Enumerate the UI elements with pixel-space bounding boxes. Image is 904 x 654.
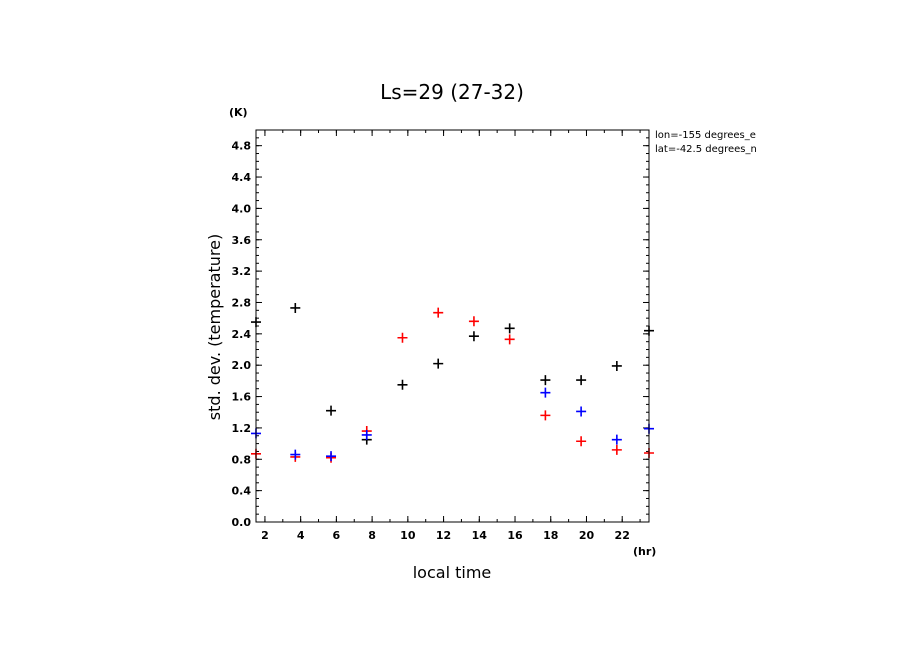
annotation-lat: lat=-42.5 degrees_n bbox=[655, 144, 757, 155]
data-point-series-0 bbox=[576, 375, 587, 386]
y-tick-label: 0.8 bbox=[232, 453, 252, 466]
y-unit-label: (K) bbox=[229, 106, 248, 119]
y-tick-label: 1.2 bbox=[232, 422, 252, 435]
data-point-series-2 bbox=[540, 387, 551, 398]
data-point-series-0 bbox=[611, 360, 622, 371]
data-point-series-1 bbox=[611, 444, 622, 455]
x-tick-label: 20 bbox=[579, 529, 595, 542]
y-tick-label: 2.0 bbox=[232, 359, 252, 372]
y-tick-label: 4.4 bbox=[232, 171, 252, 184]
chart-title: Ls=29 (27-32) bbox=[380, 80, 524, 104]
x-tick-label: 12 bbox=[436, 529, 451, 542]
data-point-series-1 bbox=[540, 410, 551, 421]
x-tick-label: 10 bbox=[400, 529, 416, 542]
data-point-series-2 bbox=[611, 434, 622, 445]
data-point-series-1 bbox=[576, 436, 587, 447]
data-point-series-2 bbox=[576, 406, 587, 417]
data-point-series-0 bbox=[433, 358, 444, 369]
data-point-series-1 bbox=[468, 316, 479, 327]
data-point-series-2 bbox=[361, 429, 372, 440]
x-tick-label: 16 bbox=[507, 529, 523, 542]
x-tick-label: 18 bbox=[543, 529, 558, 542]
x-unit-label: (hr) bbox=[633, 545, 656, 558]
y-tick-label: 0.4 bbox=[232, 485, 252, 498]
data-point-series-1 bbox=[433, 307, 444, 318]
data-point-series-0 bbox=[290, 302, 301, 313]
data-point-series-0 bbox=[397, 379, 408, 390]
plot-frame bbox=[255, 129, 650, 523]
x-axis-label: local time bbox=[413, 563, 492, 582]
data-point-series-1 bbox=[504, 334, 515, 345]
y-tick-label: 4.8 bbox=[232, 140, 252, 153]
data-point-series-0 bbox=[504, 323, 515, 334]
y-tick-label: 1.6 bbox=[232, 391, 252, 404]
data-point-series-2 bbox=[290, 449, 301, 460]
x-tick-label: 8 bbox=[368, 529, 376, 542]
y-tick-label: 3.6 bbox=[232, 234, 252, 247]
data-point-series-0 bbox=[326, 405, 337, 416]
x-tick-label: 14 bbox=[472, 529, 488, 542]
y-axis-label: std. dev. (temperature) bbox=[205, 234, 224, 420]
data-point-series-2 bbox=[326, 451, 337, 462]
y-tick-label: 4.0 bbox=[232, 202, 252, 215]
data-point-series-0 bbox=[540, 375, 551, 386]
data-point-series-0 bbox=[468, 331, 479, 342]
y-tick-label: 2.8 bbox=[232, 296, 252, 309]
annotation-lon: lon=-155 degrees_e bbox=[655, 130, 756, 141]
y-tick-label: 0.0 bbox=[232, 516, 252, 529]
data-point-series-1 bbox=[397, 332, 408, 343]
x-tick-label: 4 bbox=[297, 529, 305, 542]
y-tick-label: 3.2 bbox=[232, 265, 252, 278]
x-tick-label: 22 bbox=[615, 529, 630, 542]
x-tick-label: 2 bbox=[261, 529, 269, 542]
y-tick-label: 2.4 bbox=[232, 328, 252, 341]
x-tick-label: 6 bbox=[333, 529, 341, 542]
